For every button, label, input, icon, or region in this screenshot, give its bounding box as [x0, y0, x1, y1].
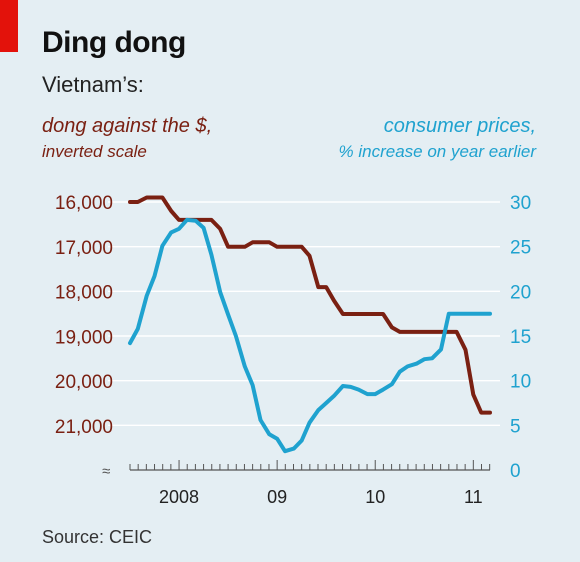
left-tick-label: 16,000 [55, 193, 113, 214]
source-note: Source: CEIC [42, 527, 153, 547]
right-axis-sublabel: % increase on year earlier [338, 142, 536, 161]
right-tick-label: 10 [510, 372, 531, 393]
axis-break-icon: ≈ [102, 463, 110, 480]
chart-subtitle: Vietnam’s: [42, 72, 144, 97]
x-tick-label: 10 [365, 487, 385, 507]
left-tick-label: 19,000 [55, 327, 113, 348]
left-tick-label: 17,000 [55, 238, 113, 259]
chart-title: Ding dong [42, 26, 186, 59]
right-tick-label: 25 [510, 238, 531, 259]
left-tick-label: 20,000 [55, 372, 113, 393]
right-tick-label: 0 [510, 461, 521, 482]
x-tick-label: 2008 [159, 487, 199, 507]
left-tick-label: 21,000 [55, 417, 113, 438]
brand-tag [0, 0, 18, 52]
right-tick-label: 20 [510, 282, 531, 303]
right-axis-label: consumer prices, [383, 115, 536, 137]
left-tick-label: 18,000 [55, 283, 113, 304]
left-axis-sublabel: inverted scale [42, 142, 147, 161]
cpi-series-line [128, 217, 492, 454]
right-tick-label: 15 [510, 327, 531, 348]
x-tick-label: 09 [267, 487, 287, 507]
left-axis-label: dong against the $, [42, 115, 213, 137]
x-tick-label: 11 [464, 487, 483, 507]
right-tick-label: 30 [510, 193, 531, 214]
right-tick-label: 5 [510, 416, 521, 437]
